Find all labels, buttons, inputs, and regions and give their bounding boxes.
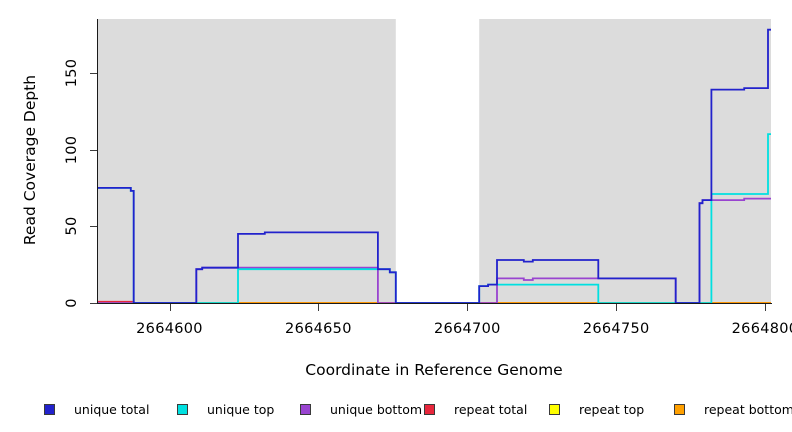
x-tick-label: 2664700 — [433, 321, 501, 337]
series-line-unique-total — [98, 28, 771, 303]
legend-item-unique-bottom: unique bottom — [300, 400, 422, 418]
y-tick-label: 100 — [64, 135, 80, 164]
y-axis-line — [97, 19, 98, 304]
x-axis-line — [97, 303, 772, 304]
legend: unique total unique top unique bottom repea… — [0, 400, 792, 420]
x-tick-mark — [765, 304, 766, 311]
x-tick-label: 2664600 — [136, 321, 203, 337]
y-tick-label: 150 — [64, 58, 80, 87]
legend-swatch-icon — [674, 403, 685, 415]
x-tick-mark — [318, 304, 320, 311]
y-axis-title: Read Coverage Depth — [21, 74, 39, 246]
legend-swatch-icon — [44, 403, 55, 415]
legend-item-repeat-bottom: repeat bottom — [674, 400, 792, 418]
legend-label: repeat top — [579, 401, 645, 417]
legend-swatch-icon — [549, 403, 560, 415]
plot-panel — [98, 19, 771, 303]
y-tick-label: 50 — [64, 216, 80, 236]
legend-swatch-icon — [424, 403, 435, 415]
y-tick-mark — [90, 303, 97, 304]
legend-label: unique top — [207, 401, 275, 417]
legend-item-repeat-top: repeat top — [549, 400, 644, 418]
legend-item-unique-total: unique total — [44, 400, 149, 418]
legend-label: repeat total — [454, 401, 528, 417]
legend-label: unique bottom — [330, 401, 423, 417]
legend-item-unique-top: unique top — [177, 400, 274, 418]
legend-label: repeat bottom — [704, 401, 792, 417]
x-tick-mark — [616, 304, 618, 311]
series-plot — [98, 19, 771, 303]
x-tick-mark — [467, 304, 469, 311]
y-tick-mark — [90, 149, 97, 151]
x-tick-label: 2664800 — [731, 321, 792, 337]
y-tick-mark — [90, 72, 97, 74]
legend-item-repeat-total: repeat total — [424, 400, 527, 418]
legend-swatch-icon — [177, 403, 188, 415]
x-tick-mark — [169, 304, 171, 311]
legend-label: unique total — [74, 401, 150, 417]
x-tick-label: 2664750 — [582, 321, 650, 337]
legend-swatch-icon — [300, 403, 311, 415]
y-tick-mark — [90, 226, 97, 228]
x-axis-title: Coordinate in Reference Genome — [305, 361, 563, 379]
x-tick-label: 2664650 — [285, 321, 352, 337]
y-tick-label: 0 — [64, 298, 80, 308]
highlight-band — [395, 19, 480, 303]
